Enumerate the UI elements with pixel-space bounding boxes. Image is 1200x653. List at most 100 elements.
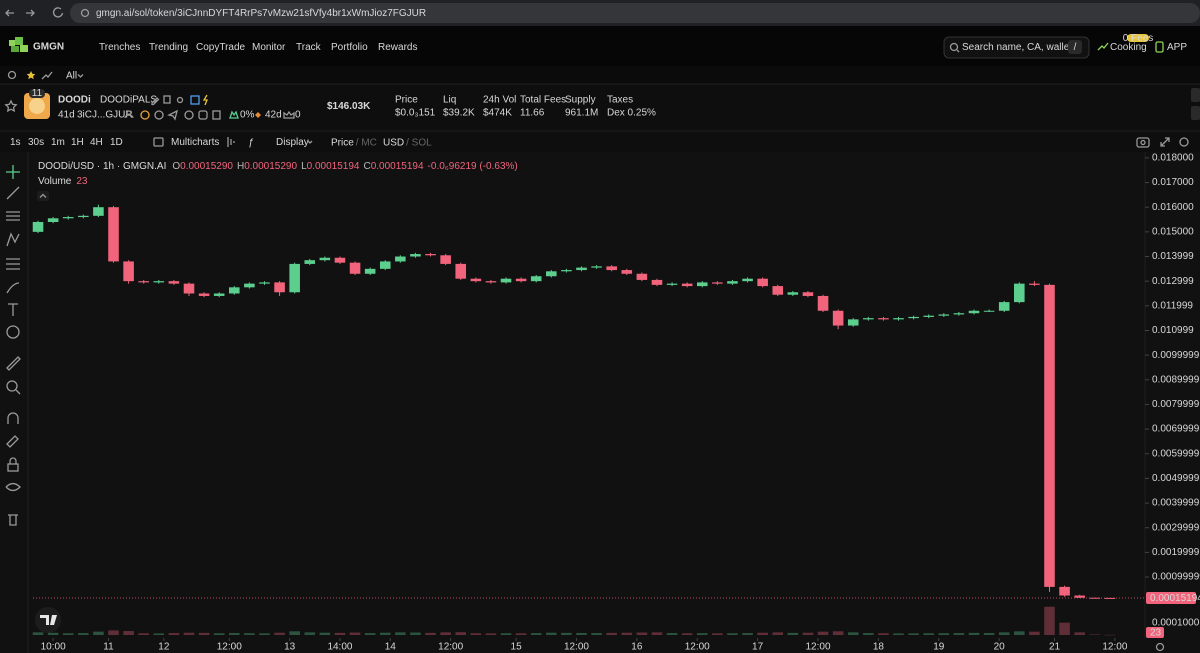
fx-icon[interactable]: ƒ: [248, 138, 254, 149]
interval-button[interactable]: 1s: [10, 137, 21, 148]
filter-all[interactable]: All: [66, 71, 77, 82]
display-button[interactable]: Display: [276, 137, 309, 148]
app-button[interactable]: APP: [1167, 42, 1187, 53]
x-tick-label: 12:00: [564, 642, 589, 653]
x-tick-label: 12: [158, 642, 170, 653]
candle-body: [757, 278, 768, 287]
token-name: DOODiPALS: [100, 95, 157, 106]
indicator-icon[interactable]: [227, 137, 235, 147]
candle-body: [576, 267, 587, 271]
usd-option[interactable]: USD: [383, 137, 404, 148]
x-tick-label: 11: [103, 642, 114, 653]
chart-icon[interactable]: [41, 71, 53, 80]
chart-tools-right[interactable]: [1136, 137, 1189, 148]
volume-bar: [938, 633, 950, 635]
nav-item[interactable]: Rewards: [378, 42, 417, 53]
candle-body: [968, 310, 980, 314]
y-tick-label: 0.00099999: [1152, 572, 1200, 583]
y-tick-label: 0.0059999: [1152, 448, 1200, 459]
interval-button[interactable]: 1m: [51, 137, 65, 148]
browser-buttons: [5, 7, 90, 18]
drawing-tools[interactable]: [5, 165, 21, 526]
x-tick-label: 19: [933, 642, 945, 653]
legend-key: C: [363, 161, 370, 172]
cooking-button[interactable]: Cooking: [1110, 42, 1147, 53]
token-actions[interactable]: [151, 94, 208, 106]
volume-bar: [621, 632, 633, 635]
volume-bar: [1059, 622, 1070, 635]
settings-icon[interactable]: [7, 70, 17, 80]
candle-body: [62, 217, 74, 219]
collapse-legend[interactable]: [37, 191, 49, 201]
volume-bar: [198, 632, 210, 635]
interval-button[interactable]: 1D: [110, 137, 123, 148]
volume-bar: [1014, 631, 1025, 635]
nav-item[interactable]: Trenches: [99, 42, 140, 53]
volume-bar: [591, 633, 602, 635]
volume-bar: [153, 633, 165, 635]
currency-toggle[interactable]: USD / SOL: [383, 137, 432, 148]
candle-body: [863, 318, 874, 320]
search-icon-handle: [956, 49, 960, 53]
chart-background: [0, 152, 1200, 653]
side-toggle[interactable]: [1191, 88, 1200, 102]
volume-bar: [108, 630, 119, 635]
interval-button[interactable]: 4H: [90, 137, 103, 148]
watchlist-star[interactable]: [26, 71, 36, 80]
volume-bar: [847, 632, 859, 635]
volume-bar: [93, 631, 104, 635]
candle-body: [274, 282, 285, 293]
side-toggle[interactable]: [1191, 106, 1200, 120]
volume-bar: [666, 633, 678, 635]
candle-body: [364, 268, 376, 274]
logo-text[interactable]: GMGN: [33, 42, 64, 53]
volume-bar: [334, 632, 346, 635]
volume-bar: [772, 632, 784, 635]
volume-value: 23: [76, 176, 88, 187]
candle-body: [395, 256, 406, 262]
interval-button[interactable]: 1H: [71, 137, 84, 148]
search-key-box: [1068, 40, 1082, 54]
price-option[interactable]: Price: [331, 137, 354, 148]
nav-item[interactable]: Trending: [149, 42, 188, 53]
volume-bar: [530, 633, 542, 635]
token-address[interactable]: 3iCJ...GJUR: [77, 110, 133, 121]
candle-body: [1044, 284, 1055, 587]
axis-settings[interactable]: [1155, 642, 1165, 652]
volume-bar: [696, 633, 708, 635]
volume-bar: [1029, 631, 1040, 635]
interval-button[interactable]: 30s: [28, 137, 44, 148]
social-icons[interactable]: [124, 109, 239, 121]
y-tick-label: 0.0029999: [1152, 522, 1200, 533]
avatar-badge: 11: [32, 88, 43, 99]
candle-body: [410, 254, 421, 257]
crown-icon: [283, 110, 295, 119]
volume-bar: [47, 632, 59, 635]
mc-option[interactable]: / MC: [356, 137, 377, 148]
nav-item[interactable]: Monitor: [252, 42, 286, 53]
nav-item[interactable]: Portfolio: [331, 42, 368, 53]
volume-bar: [878, 633, 889, 635]
legend-change: -0.0₆96219 (-0.63%): [428, 161, 518, 172]
volume-bar: [425, 632, 436, 635]
nav-item[interactable]: Track: [296, 42, 322, 53]
multicharts-button[interactable]: Multicharts: [171, 137, 219, 148]
volume-bar: [727, 633, 738, 635]
stat-value: Dex 0.25%: [607, 108, 656, 119]
nav-item[interactable]: CopyTrade: [196, 42, 246, 53]
favorite-star[interactable]: [4, 99, 18, 113]
x-tick-label: 18: [873, 642, 885, 653]
search-box[interactable]: [943, 36, 1090, 59]
candle-body: [229, 287, 240, 294]
candle-body: [425, 254, 436, 256]
volume-bar: [817, 631, 829, 635]
candle-body: [138, 281, 149, 283]
sol-option[interactable]: / SOL: [406, 137, 432, 148]
volume-bar: [349, 632, 361, 635]
url-field[interactable]: [70, 3, 1200, 23]
candle-body: [561, 270, 572, 272]
volume-bar: [470, 633, 482, 635]
price-mc-toggle[interactable]: Price / MC: [331, 137, 377, 148]
candle-body: [712, 282, 723, 284]
y-tick-label: 0.017000: [1152, 177, 1194, 188]
